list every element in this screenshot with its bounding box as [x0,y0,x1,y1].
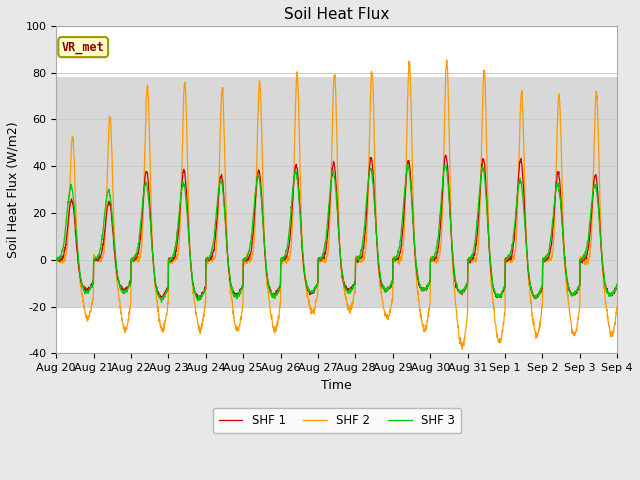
SHF 3 [500,285,508,291]
SHF 2 [52,259,60,264]
Y-axis label: Soil Heat Flux (W/m2): Soil Heat Flux (W/m2) [7,121,20,258]
Line: SHF 3: SHF 3 [56,164,617,302]
Title: Soil Heat Flux: Soil Heat Flux [284,7,389,22]
SHF 1 [365,166,373,171]
X-axis label: Time: Time [321,379,352,392]
SHF 1 [500,287,508,292]
Text: VR_met: VR_met [62,41,104,54]
SHF 2 [209,255,216,261]
SHF 2 [500,313,508,319]
SHF 2 [613,303,621,309]
SHF 2 [353,259,361,264]
SHF 2 [443,57,451,63]
SHF 3 [157,300,165,305]
SHF 1 [613,281,621,287]
SHF 3 [580,252,588,257]
SHF 2 [580,256,588,262]
SHF 2 [365,154,373,160]
SHF 3 [365,170,373,176]
SHF 1 [580,256,588,262]
Legend: SHF 1, SHF 2, SHF 3: SHF 1, SHF 2, SHF 3 [212,408,461,433]
Bar [56,77,617,307]
SHF 3 [52,257,60,263]
SHF 2 [458,347,466,352]
SHF 1 [209,250,217,255]
SHF 3 [564,282,572,288]
SHF 3 [209,240,217,246]
Line: SHF 2: SHF 2 [56,60,617,349]
SHF 3 [613,281,621,287]
SHF 1 [353,256,361,262]
SHF 3 [404,161,412,167]
SHF 3 [353,257,361,263]
Line: SHF 1: SHF 1 [56,155,617,299]
SHF 1 [442,152,450,158]
SHF 1 [194,296,202,302]
SHF 1 [564,283,572,288]
SHF 2 [564,298,572,304]
SHF 1 [52,256,60,262]
